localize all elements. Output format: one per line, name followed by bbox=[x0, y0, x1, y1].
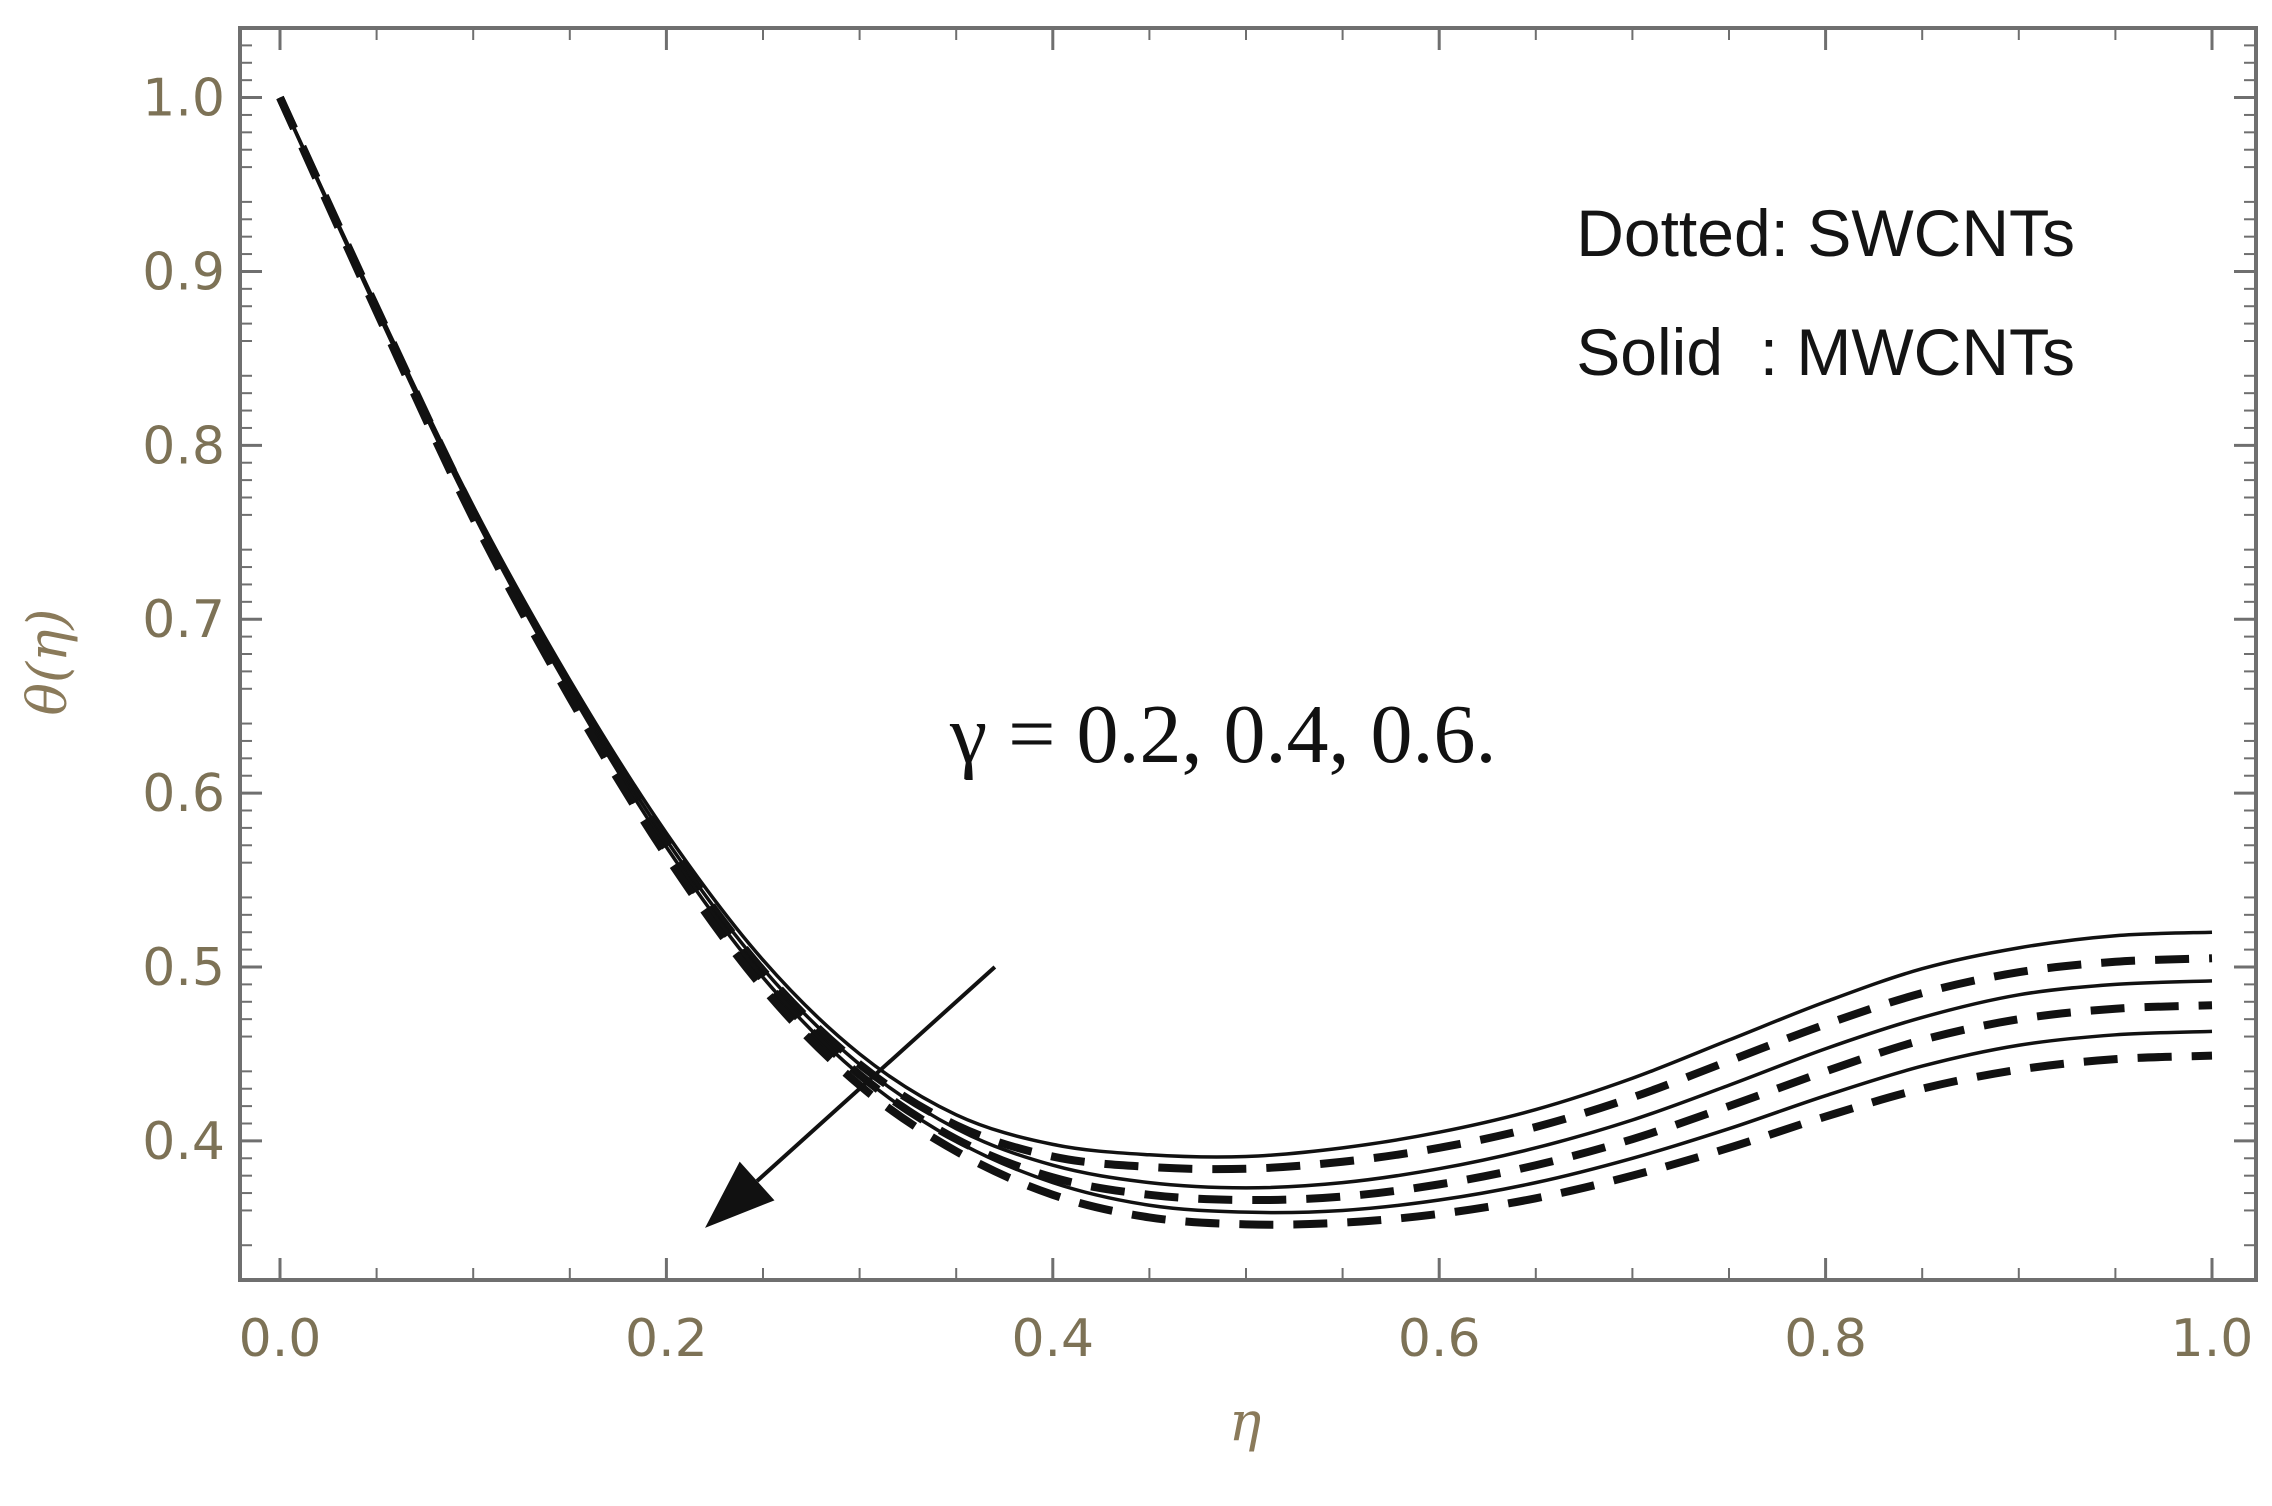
y-tick-label: 0.7 bbox=[142, 590, 225, 650]
series-dotted-gamma-0.6 bbox=[276, 95, 2213, 1229]
legend-line-2: Solid : MWCNTs bbox=[1576, 315, 2075, 389]
series-solid-gamma-0.2 bbox=[278, 96, 2213, 1159]
y-tick-label: 0.8 bbox=[142, 416, 225, 476]
gamma-annotation: γ = 0.2, 0.4, 0.6. bbox=[949, 688, 1497, 781]
trend-arrow-head bbox=[705, 1161, 775, 1228]
y-axis-title: θ(η) bbox=[16, 609, 79, 716]
x-tick-label: 0.6 bbox=[1398, 1309, 1481, 1369]
x-tick-label: 0.2 bbox=[625, 1309, 708, 1369]
tick-labels: 0.0 0.2 0.4 0.6 0.8 1.0 0.4 0.5 0.6 0.7 0.8 0.9 1.0 bbox=[142, 69, 2253, 1369]
x-axis-title: η bbox=[1229, 1390, 1261, 1453]
y-tick-label: 0.4 bbox=[142, 1112, 225, 1172]
x-tick-label: 0.8 bbox=[1784, 1309, 1867, 1369]
x-tick-label: 1.0 bbox=[2171, 1309, 2254, 1369]
y-tick-label: 0.9 bbox=[142, 242, 225, 302]
x-tick-label: 0.0 bbox=[239, 1309, 322, 1369]
y-tick-label: 0.6 bbox=[142, 764, 225, 824]
legend-line-1: Dotted: SWCNTs bbox=[1576, 196, 2075, 270]
series-solid-gamma-0.4 bbox=[278, 96, 2213, 1190]
y-tick-label: 0.5 bbox=[142, 938, 225, 998]
axis-ticks bbox=[240, 27, 2256, 1280]
series-group bbox=[276, 95, 2213, 1229]
series-dotted-gamma-0.4 bbox=[276, 95, 2213, 1205]
x-tick-label: 0.4 bbox=[1011, 1309, 1094, 1369]
y-tick-label: 1.0 bbox=[142, 69, 225, 129]
trend-arrow bbox=[755, 965, 997, 1183]
